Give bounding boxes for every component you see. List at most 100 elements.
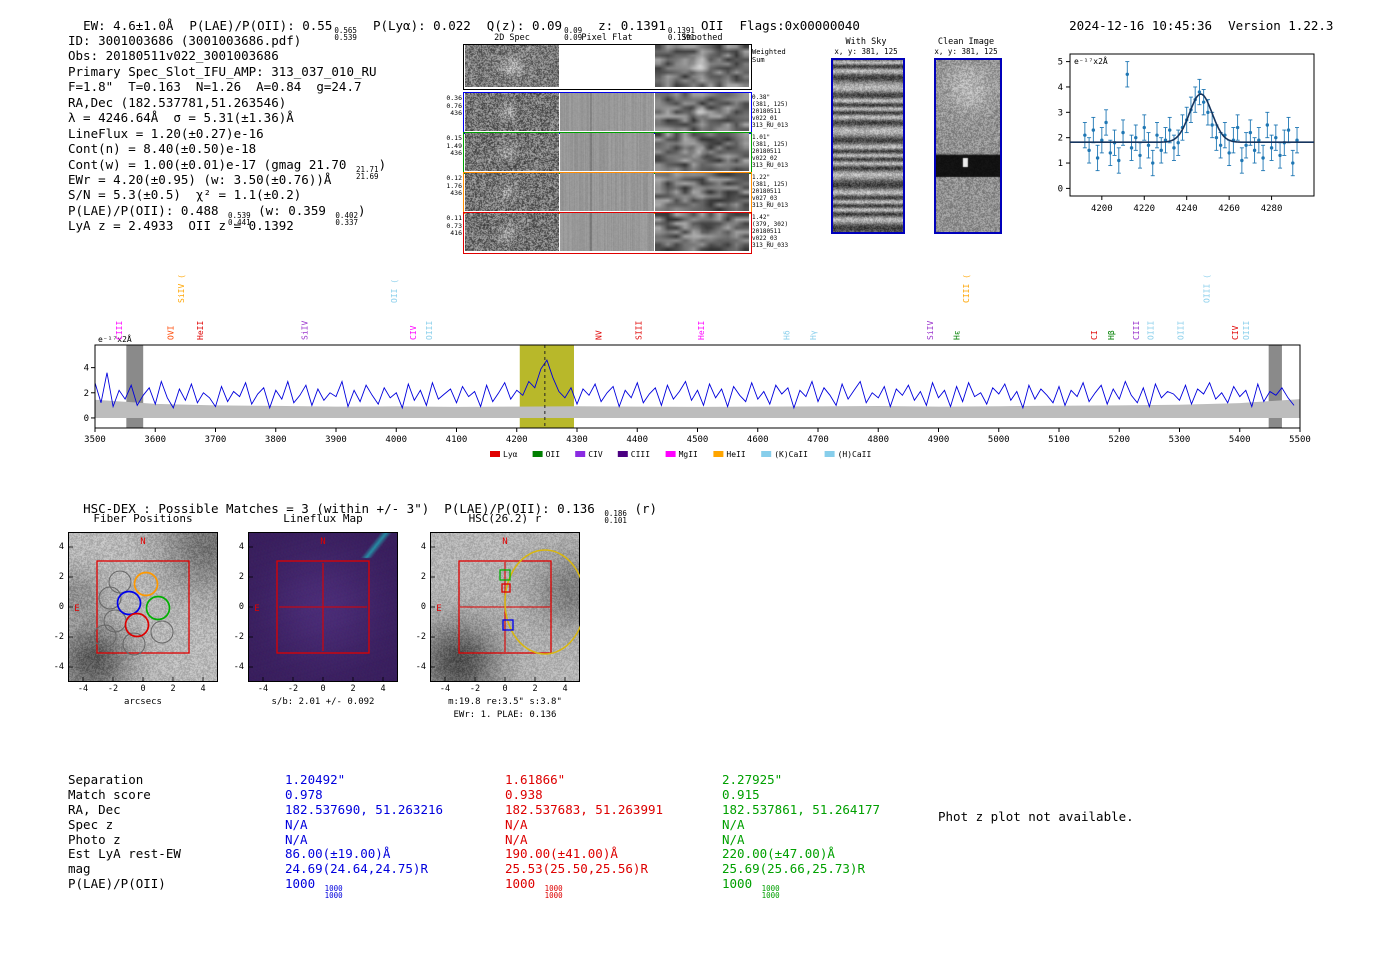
lineflux-map-overlay: NE	[248, 532, 398, 682]
svg-text:SiIV: SiIV	[926, 321, 935, 340]
match-3-value: 2.27925"	[722, 772, 783, 787]
cutout-xtick-label: -2	[287, 684, 299, 694]
match-params-label: m:19.8 re:3.5" s:3.8"	[448, 697, 562, 707]
fiber-circle	[122, 632, 146, 656]
fiber-circle	[150, 620, 174, 644]
cutout-xtick-label: -2	[469, 684, 481, 694]
svg-text:3900: 3900	[325, 435, 347, 445]
legend-swatch	[665, 451, 676, 457]
plae-lo2: 0.441	[228, 217, 251, 227]
legend-label: Lyα	[503, 450, 518, 459]
plya-value: P(Lyα): 0.022	[372, 18, 471, 33]
legend-swatch	[490, 451, 500, 457]
cutout-ytick-label: 4	[58, 542, 64, 552]
svg-text:HeII: HeII	[196, 321, 205, 340]
cutout-xtick-label: 4	[562, 684, 568, 694]
weighted-sum-label: Weighted Sum	[752, 48, 786, 64]
timestamp: 2024-12-16 10:45:36	[1069, 18, 1213, 33]
svg-text:5000: 5000	[988, 435, 1010, 445]
plae-ratio-bounds: 1000 1000	[544, 884, 563, 901]
cutout-ytick-label: -4	[233, 662, 244, 672]
clean-image-xy: x, y: 381, 125	[934, 47, 998, 56]
fiber-smoothed-image	[655, 133, 749, 171]
photz-note: Phot z plot not available.	[938, 809, 1134, 824]
cutout-ytick-label: 0	[238, 602, 244, 612]
legend-swatch	[713, 451, 724, 457]
match-2-value: 182.537683, 51.263991	[505, 801, 664, 817]
col-header-pixelflat: Pixel Flat	[581, 33, 633, 43]
cont-w-text: Cont(w) = 1.00(±0.01)e-17 (gmag 21.70	[68, 156, 354, 172]
svg-text:4000: 4000	[385, 435, 407, 445]
svg-text:SiIV: SiIV	[301, 321, 310, 340]
plae-w-text: (w: 0.359	[250, 202, 334, 218]
svg-text:4260: 4260	[1218, 204, 1240, 214]
svg-text:4: 4	[1058, 83, 1063, 93]
legend-swatch	[761, 451, 772, 457]
table-row-label: Est LyA rest-EW	[68, 846, 181, 862]
full-spectrum-plot: 3500 3600 3700 3800 3900 4000 4100 4200 4300 4400…	[84, 274, 1311, 459]
fiber-smoothed-image	[655, 213, 749, 251]
match-1-value: 86.00(±19.00)Å	[285, 846, 391, 862]
emission-line-label: OIII	[425, 321, 434, 340]
svg-text:3700: 3700	[205, 435, 227, 445]
match-2-value: 0.938	[505, 786, 543, 802]
match-2-value: 190.00(±41.00)Å	[505, 846, 618, 862]
gmag-bounds: 21.71 21.69	[356, 165, 379, 180]
legend-swatch	[824, 451, 835, 457]
svg-text:4300: 4300	[566, 435, 588, 445]
plae-bounds: 0.539 0.441	[228, 210, 251, 227]
svg-text:CI: CI	[1090, 330, 1099, 340]
cutout-xtick-label: -4	[77, 684, 89, 694]
ew-value: EW: 4.6±1.0Å	[83, 18, 174, 33]
svg-text:OII (: OII (	[390, 279, 399, 303]
svg-text:0: 0	[1058, 184, 1063, 194]
svg-text:5500: 5500	[1289, 435, 1311, 445]
plae-w-bounds: 0.402 0.337	[335, 212, 358, 227]
emission-line-label: SiIV	[301, 321, 310, 340]
plae-line: P(LAE)/P(OII): 0.488 0.539 0.441 (w: 0.35…	[68, 202, 386, 226]
svg-text:5: 5	[1058, 58, 1063, 68]
table-row-label: Photo z	[68, 831, 121, 847]
fiber-circle	[108, 570, 132, 594]
fiber-row-left-label: 0.12 1.76 436	[446, 174, 462, 197]
match-2-value: 25.53(25.50,25.56)R	[505, 861, 648, 877]
emission-line-label: Hδ	[783, 330, 792, 340]
svg-text:OIII: OIII	[425, 321, 434, 340]
ewr-value: EWr = 4.20(±0.95) (w: 3.50(±0.76))Å	[68, 171, 332, 187]
svg-text:3: 3	[1058, 108, 1063, 118]
line-classification: OII	[700, 18, 724, 33]
noise-band	[95, 399, 1300, 418]
match-table: Separation 1.20492" 1.61866" 2.27925" Match …	[68, 772, 938, 899]
legend-swatch	[575, 451, 586, 457]
qz-hi: 0.09	[564, 26, 583, 35]
table-row: Match score 0.978 0.938 0.915	[68, 787, 938, 802]
table-row-label: RA, Dec	[68, 801, 121, 817]
fiber-row-right-label: 1.22" (381, 125) 20180511 v027_03 313_RU…	[752, 174, 789, 209]
ra-dec: RA,Dec (182.537781,51.263546)	[68, 94, 287, 110]
compass-north-label: N	[320, 537, 325, 547]
qz-bounds: 0.09 0.09	[564, 26, 583, 42]
legend-swatch	[532, 451, 543, 457]
with-sky-xy: x, y: 381, 125	[834, 47, 898, 56]
fiber-row-right-label: 1.01" (381, 125) 20180511 v022_02 313_RU…	[752, 134, 789, 169]
cutout-xtick-label: -2	[107, 684, 119, 694]
svg-text:SIII: SIII	[635, 321, 644, 340]
cutout-xtick-label: 0	[140, 684, 146, 694]
plae-hi2: 0.539	[228, 210, 251, 220]
obs-id: Obs: 20180511v022_3001003686	[68, 48, 279, 64]
emission-line-label: SiIV	[926, 321, 935, 340]
match-3-value: 0.915	[722, 786, 760, 802]
weighted-2dspec-image	[465, 45, 559, 87]
legend-label: CIV	[588, 450, 603, 459]
match-2-value: 1000 1000 1000	[505, 876, 563, 901]
fiber-circle-red	[124, 612, 150, 638]
match-1-value: N/A	[285, 831, 308, 847]
match-box-green	[499, 569, 511, 581]
legend-swatch	[617, 451, 628, 457]
spectrum-flux-units-label: e⁻¹⁷x2Å	[98, 333, 132, 344]
match-3-value: N/A	[722, 816, 745, 832]
plae-hi: 0.565	[334, 26, 357, 35]
svg-text:OIII (: OIII (	[1203, 274, 1212, 303]
cont-w-close: )	[378, 156, 387, 172]
svg-text:5300: 5300	[1169, 435, 1191, 445]
